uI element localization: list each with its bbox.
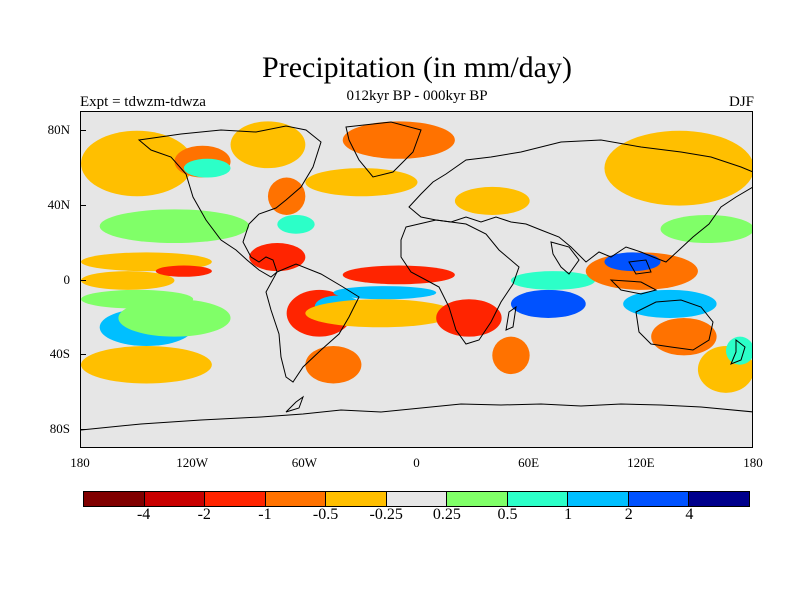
anomaly-region [436, 299, 502, 337]
latitude-tick [80, 429, 86, 431]
map-plot-area [80, 111, 753, 448]
coast-new-zealand [730, 338, 746, 365]
anomaly-region [267, 177, 306, 215]
anomaly-region [660, 214, 752, 244]
latitude-tick [80, 279, 86, 281]
anomaly-region [454, 186, 530, 215]
anomaly-region [333, 286, 437, 300]
colorbar-level-label: -2 [197, 506, 211, 523]
anomaly-region [492, 336, 530, 375]
latitude-tick [80, 354, 86, 356]
anomaly-region [342, 265, 455, 285]
colorbar-level-label: 0.25 [432, 506, 461, 523]
colorbar-box [144, 492, 206, 506]
coast-borneo [628, 259, 652, 275]
colorbar-level-label: 4 [685, 506, 694, 523]
latitude-tick-label: 40N [47, 196, 70, 212]
anomaly-region [81, 130, 194, 197]
latitude-tick [80, 204, 86, 206]
colorbar-level-label: -0.25 [369, 506, 403, 523]
coast-madagascar [505, 305, 517, 331]
coast-africa [400, 219, 520, 345]
colorbar-level-label: -0.5 [312, 506, 339, 523]
coast-eurasia [408, 139, 752, 263]
experiment-label: Expt = tdwzm-tdwza [80, 94, 206, 110]
anomaly-region [604, 130, 752, 206]
colorbar-box [628, 492, 690, 506]
colorbar-level-label: 2 [624, 506, 633, 523]
colorbar-box [205, 492, 266, 506]
anomaly-region [155, 265, 212, 277]
anomaly-region [183, 158, 231, 178]
anomaly-region [81, 346, 212, 384]
latitude-tick-label: 0 [63, 271, 71, 287]
colorbar-level-label: 1 [564, 506, 573, 523]
figure-subtitle: 012kyr BP - 000kyr BP [346, 88, 488, 104]
coast-antarctic-peninsula [285, 395, 305, 413]
longitude-tick-label: 60W [291, 455, 317, 470]
coast-australia [635, 299, 714, 351]
anomaly-region [305, 168, 418, 197]
colorbar-box [568, 492, 629, 506]
colorbar [83, 491, 750, 507]
colorbar-box [265, 492, 327, 506]
longitude-tick-label: 0 [413, 455, 420, 470]
anomaly-region [623, 289, 717, 318]
colorbar-level-label: -1 [258, 506, 272, 523]
latitude-tick-label: 80N [47, 121, 70, 137]
season-label: DJF [728, 94, 754, 110]
anomaly-region [81, 271, 175, 290]
figure-title: Precipitation (in mm/day) [262, 51, 572, 84]
coast-south-america [265, 263, 360, 383]
coast-greenland [345, 121, 422, 178]
anomaly-region [99, 209, 250, 244]
precipitation-anomaly-field [81, 121, 752, 393]
colorbar-box [507, 492, 569, 506]
colorbar-level-label: -4 [136, 506, 151, 523]
anomaly-region [651, 317, 717, 356]
anomaly-region [277, 214, 315, 234]
anomaly-region [305, 299, 455, 328]
coast-north-america [137, 125, 322, 278]
colorbar-level-label: 0.5 [497, 506, 518, 523]
anomaly-region [230, 121, 306, 169]
longitude-tick-label: 60E [518, 455, 540, 470]
anomaly-region [118, 299, 231, 337]
colorbar-box [689, 492, 750, 506]
anomaly-region [725, 336, 752, 365]
anomaly-region [249, 243, 306, 272]
coast-india [550, 241, 580, 275]
coast-indonesia [609, 279, 658, 295]
colorbar-box [84, 492, 145, 506]
colorbar-box [386, 492, 448, 506]
coastlines [81, 121, 752, 431]
latitude-tick [80, 129, 86, 131]
anomaly-region [342, 121, 455, 159]
longitude-tick-label: 180 [743, 455, 763, 470]
colorbar-box [326, 492, 387, 506]
coast-antarctica [81, 403, 752, 431]
longitude-tick-label: 120E [627, 455, 655, 470]
anomaly-region [305, 346, 362, 384]
anomaly-region [510, 271, 596, 290]
anomaly-region [510, 289, 586, 318]
longitude-tick-label: 180 [70, 455, 90, 470]
latitude-tick-label: 80S [49, 421, 70, 437]
colorbar-box [447, 492, 508, 506]
longitude-tick-label: 120W [176, 455, 209, 470]
latitude-tick-label: 40S [49, 346, 70, 362]
precipitation-map [81, 121, 752, 431]
